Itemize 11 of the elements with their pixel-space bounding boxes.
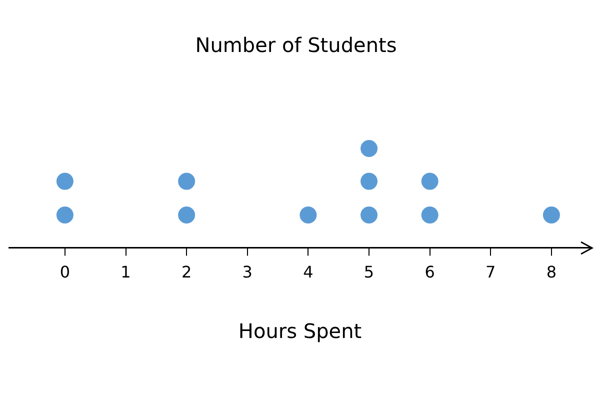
x-tick-label: 3 xyxy=(242,262,252,282)
x-tick-label: 1 xyxy=(120,262,131,282)
x-axis-title: Hours Spent xyxy=(238,319,362,344)
x-tick-label: 7 xyxy=(486,262,496,282)
x-tick-label: 0 xyxy=(60,262,70,282)
x-tick-label: 6 xyxy=(424,262,435,282)
x-tick-label: 8 xyxy=(546,262,557,282)
x-tick-label: 4 xyxy=(303,262,314,282)
x-tick-label: 2 xyxy=(181,262,192,282)
chart-title: Number of Students xyxy=(195,33,397,58)
x-tick-label: 5 xyxy=(364,262,374,282)
